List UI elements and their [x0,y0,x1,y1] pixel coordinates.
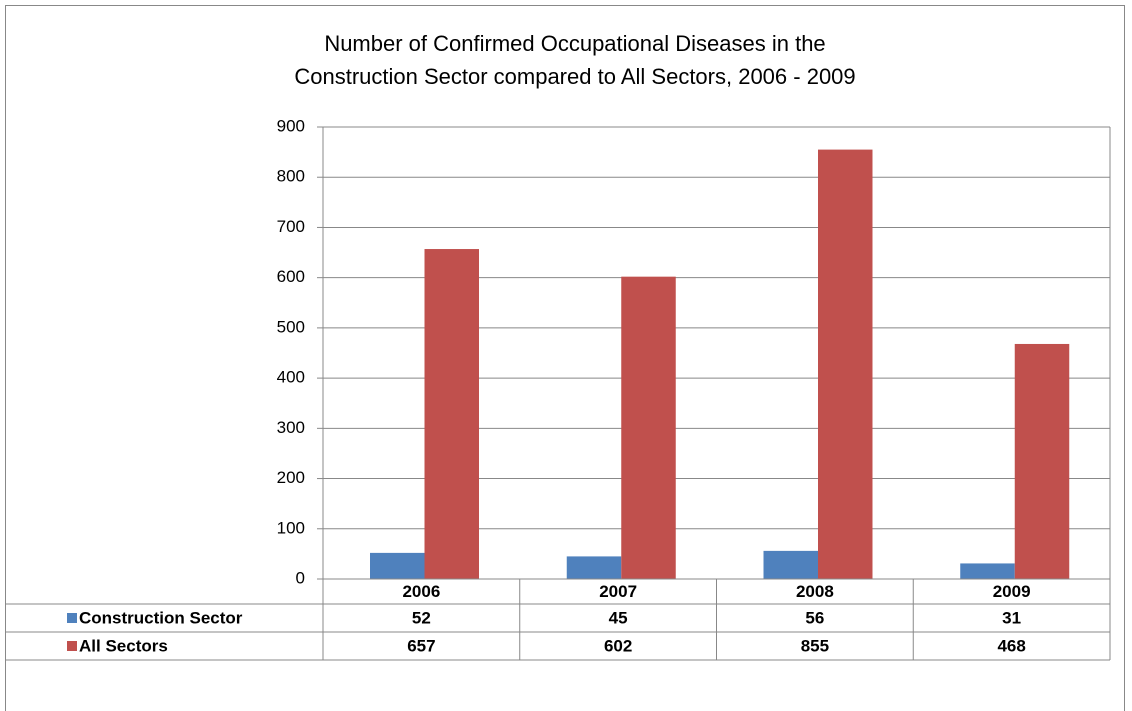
bar [621,276,676,579]
legend-label: All Sectors [79,636,168,655]
table-value: 468 [997,636,1025,655]
x-tick-label: 2008 [796,582,834,601]
table-value: 52 [412,608,431,627]
bar [763,550,818,579]
x-tick-label: 2006 [402,582,440,601]
chart-border [5,5,1125,711]
bar [960,563,1015,579]
bar [370,552,425,579]
y-tick-label: 500 [277,317,305,336]
table-value: 56 [805,608,824,627]
chart-title: Construction Sector compared to All Sect… [294,64,855,89]
y-tick-label: 0 [296,568,305,587]
bar [424,249,479,580]
bar [1014,343,1070,579]
legend-key [67,641,77,651]
chart-title: Number of Confirmed Occupational Disease… [324,31,825,56]
x-tick-label: 2007 [599,582,637,601]
legend-label: Construction Sector [79,608,243,627]
y-tick-label: 200 [277,468,305,487]
x-tick-label: 2009 [993,582,1031,601]
legend-key [67,613,77,623]
y-tick-label: 600 [277,267,305,286]
table-value: 602 [604,636,632,655]
table-value: 657 [407,636,435,655]
table-value: 855 [801,636,829,655]
y-tick-label: 800 [277,167,305,186]
y-tick-label: 300 [277,418,305,437]
bar [818,149,873,579]
y-tick-label: 700 [277,217,305,236]
y-tick-label: 100 [277,518,305,537]
table-value: 31 [1002,608,1021,627]
y-tick-label: 400 [277,368,305,387]
bar [566,556,622,579]
y-tick-label: 900 [277,116,305,135]
table-value: 45 [609,608,628,627]
